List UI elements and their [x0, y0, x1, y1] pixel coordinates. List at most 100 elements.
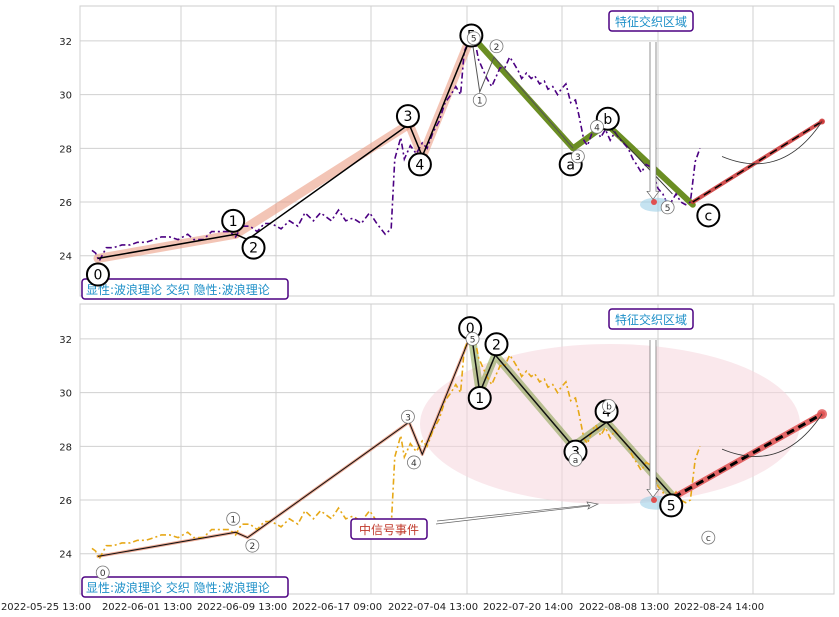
wave-marker-label: 1 — [475, 391, 484, 407]
sub-wave-marker — [407, 455, 421, 470]
wave-line — [97, 35, 473, 260]
wave-marker-label: 2 — [492, 337, 501, 353]
sub-wave-marker — [590, 119, 604, 134]
sub-wave-marker — [701, 530, 716, 545]
sub-wave-marker — [489, 39, 504, 54]
sub-wave-marker-label: 5 — [665, 204, 671, 214]
trend-segment — [231, 119, 414, 239]
sub-wave-marker-label: 1 — [477, 96, 483, 106]
y-tick-label: 32 — [59, 335, 72, 346]
zone-point — [651, 497, 657, 504]
plot-area — [79, 5, 835, 297]
sub-wave-marker-label: 5 — [470, 335, 476, 345]
wave-marker — [407, 152, 432, 177]
wave-marker — [85, 262, 110, 287]
y-tick-label: 26 — [59, 496, 72, 507]
x-tick-label: 2022-06-09 13:00 — [197, 602, 287, 613]
forecast-band — [690, 119, 825, 205]
wave-marker-label: a — [566, 157, 575, 173]
wave-marker-label: 4 — [415, 157, 424, 173]
explicit-label-box — [81, 576, 289, 598]
sub-wave-marker-label: 3 — [405, 413, 411, 423]
explicit-label: 显性:波浪理论 交织 隐性:波浪理论 — [81, 576, 289, 598]
sub-wave-marker — [570, 149, 585, 164]
y-tick-label: 30 — [59, 389, 72, 400]
x-axis: 2022-05-25 13:00 2022-06-01 13:00 2022-06-… — [1, 602, 764, 613]
sub-wave-marker — [602, 399, 616, 413]
sub-wave-marker-label: 5 — [471, 35, 477, 45]
sub-wave-marker — [466, 31, 481, 46]
zone-label-box — [608, 308, 694, 330]
sub-wave-marker-label: 0 — [100, 569, 106, 579]
highlight-ellipse — [420, 344, 800, 504]
wave-marker — [696, 203, 721, 228]
zone-arrow — [646, 340, 660, 498]
wave-marker-label: 2 — [249, 241, 258, 257]
y-tick-label: 28 — [59, 144, 72, 155]
wave-marker-label: 0 — [93, 268, 102, 284]
sub-wave-marker-label: c — [706, 534, 711, 544]
zone-label-text: 特征交织区域 — [615, 312, 687, 327]
wave-marker-label: c — [704, 208, 712, 224]
sub-wave-marker — [472, 93, 487, 107]
x-tick-label: 2022-06-17 09:00 — [292, 602, 382, 613]
wave-marker — [241, 235, 266, 260]
x-tick-label: 2022-05-25 13:00 — [1, 602, 91, 613]
y-tick-label: 28 — [59, 442, 72, 453]
wave-marker-label: b — [603, 112, 612, 128]
sub-wave-marker-label: 2 — [494, 43, 500, 53]
wave-line — [470, 333, 675, 498]
explicit-label-box — [81, 278, 289, 300]
wave-line — [97, 333, 472, 557]
zone-label: 特征交织区域 — [608, 308, 694, 330]
signal-arrow — [435, 501, 600, 525]
sub-wave-marker-label: 4 — [594, 123, 600, 133]
wave-marker — [221, 208, 246, 233]
sub-wave-marker — [245, 538, 260, 553]
x-tick-label: 2022-07-20 14:00 — [483, 602, 573, 613]
x-tick-label: 2022-06-01 13:00 — [102, 602, 192, 613]
sub-wave-marker — [226, 511, 241, 526]
x-tick-label: 2022-08-08 13:00 — [579, 602, 669, 613]
sub-wave-marker — [660, 200, 675, 215]
x-tick-label: 2022-08-24 14:00 — [674, 602, 764, 613]
sub-wave-marker — [95, 565, 110, 580]
sub-wave-marker-label: 2 — [249, 542, 255, 552]
signal-label-text: 中信号事件 — [359, 522, 419, 537]
sub-wave-marker — [568, 452, 583, 467]
explicit-label-text: 显性:波浪理论 交织 隐性:波浪理论 — [86, 282, 270, 297]
sub-wave-marker — [401, 409, 415, 424]
sub-wave-marker-label: a — [573, 456, 579, 466]
wave-marker-label: 1 — [229, 214, 238, 230]
forecast-arc — [721, 121, 823, 165]
sub-wave-marker-label: 1 — [230, 515, 236, 525]
wave-marker — [659, 493, 684, 518]
x-tick-label: 2022-07-04 13:00 — [388, 602, 478, 613]
zone-label-box — [608, 10, 694, 32]
zone-arrow — [646, 42, 660, 200]
zone-point — [651, 199, 657, 206]
y-tick-label: 24 — [59, 550, 72, 561]
wave-marker — [395, 104, 420, 129]
zone-label-text: 特征交织区域 — [615, 14, 687, 29]
wave-line — [606, 123, 673, 195]
sub-wave-marker-label: 4 — [411, 459, 417, 469]
sub-wave-marker-label: 3 — [575, 153, 581, 163]
wave-marker-label: 3 — [403, 109, 412, 125]
signal-label: 中信号事件 — [350, 518, 428, 540]
explicit-label: 显性:波浪理论 交织 隐性:波浪理论 — [81, 278, 289, 300]
wave-marker-label: 0 — [466, 321, 475, 337]
wave-line — [470, 35, 574, 149]
wave-marker — [467, 385, 492, 410]
forecast-arc — [721, 413, 823, 457]
y-tick-label: 26 — [59, 198, 72, 209]
sub-wave-marker — [465, 332, 480, 346]
wave-marker-label: 5 — [667, 498, 676, 514]
signal-label-box — [350, 518, 428, 540]
explicit-label-text: 显性:波浪理论 交织 隐性:波浪理论 — [86, 580, 270, 595]
y-tick-label: 30 — [59, 91, 72, 102]
wave-marker — [484, 332, 509, 357]
